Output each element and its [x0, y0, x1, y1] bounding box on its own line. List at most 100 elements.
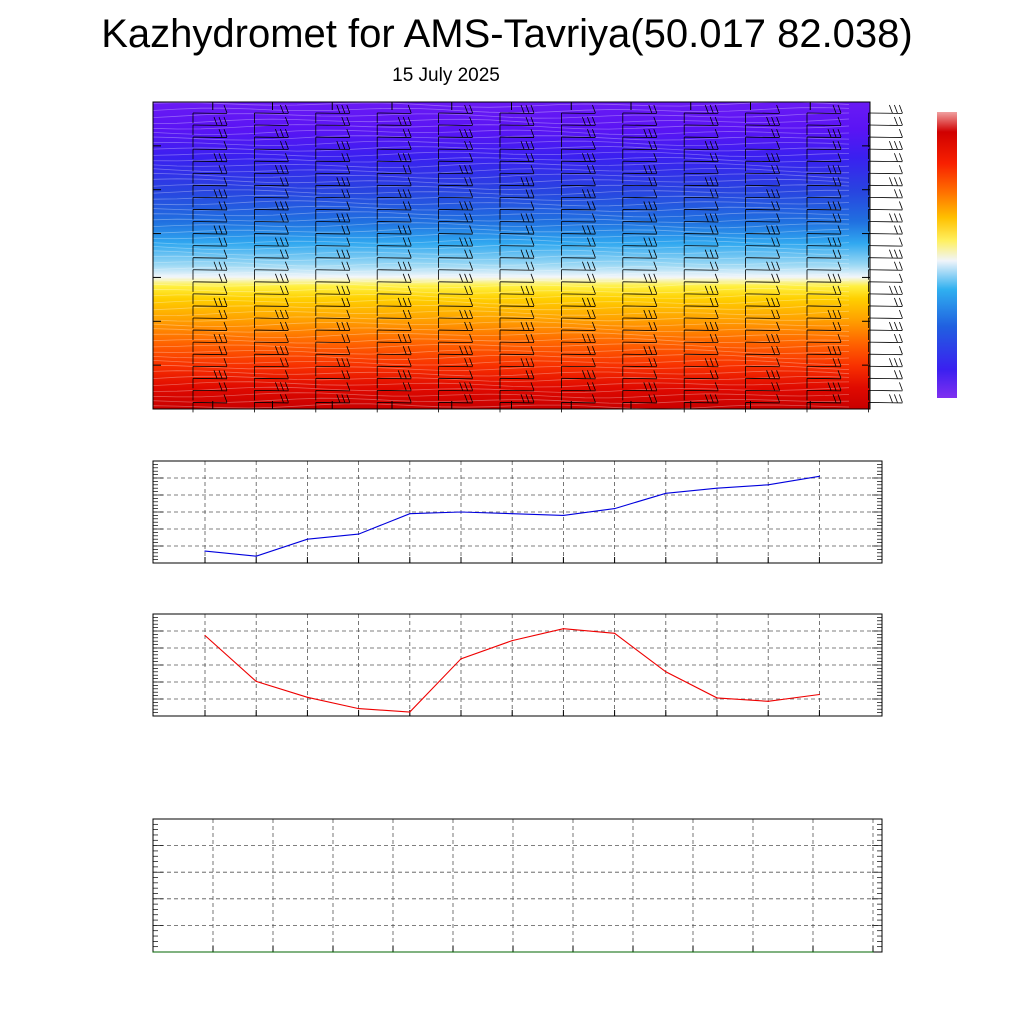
- wind-barb-flag: [832, 128, 837, 138]
- wind-barb: [745, 309, 780, 328]
- wind-barb: [192, 165, 228, 184]
- wind-barb-flag: [459, 273, 463, 282]
- wind-barb-flag: [336, 358, 341, 367]
- wind-barb: [499, 382, 535, 401]
- wind-barb-flag: [653, 333, 658, 343]
- wind-barb-shaft: [622, 389, 657, 392]
- wind-barb: [253, 213, 289, 232]
- wind-barb-shaft: [622, 160, 657, 163]
- wind-barb-flag: [285, 141, 289, 150]
- wind-barb-flag: [464, 285, 468, 295]
- wind-barb-flag: [704, 249, 709, 258]
- wind-barb: [868, 309, 903, 328]
- wind-barb: [192, 321, 228, 341]
- wind-barb-flag: [776, 382, 780, 391]
- wind-barb-shaft: [499, 281, 535, 283]
- wind-barb-shaft: [377, 148, 412, 151]
- wind-barb-shaft: [868, 148, 903, 151]
- wind-barb-shaft: [377, 402, 412, 404]
- wind-barb-flag: [223, 394, 228, 403]
- wind-barb-shaft: [806, 329, 842, 331]
- wind-barb-shaft: [806, 112, 842, 114]
- wind-barb-flag: [223, 116, 228, 126]
- wind-barb-shaft: [254, 124, 289, 126]
- isotherm-line: [152, 124, 850, 130]
- wind-barb-flag: [766, 297, 770, 307]
- wind-barb-flag: [520, 321, 525, 331]
- wind-barb-flag: [709, 358, 714, 367]
- wind-barb-flag: [520, 177, 525, 186]
- wind-barb: [499, 225, 535, 244]
- wind-barb-flag: [407, 285, 412, 295]
- wind-barb-shaft: [315, 196, 350, 199]
- wind-barb-shaft: [745, 281, 780, 283]
- wind-barb: [253, 382, 289, 401]
- wind-barb-shaft: [868, 112, 903, 114]
- wind-barb-shaft: [868, 124, 903, 126]
- wind-barb-flag: [336, 321, 341, 331]
- wind-barb-flag: [407, 261, 412, 270]
- wind-barb-shaft: [622, 184, 657, 187]
- wind-barb-flag: [776, 201, 780, 210]
- wind-barb-flag: [899, 213, 903, 222]
- wind-barb-shaft: [254, 209, 289, 211]
- wind-barb-flag: [714, 382, 719, 391]
- wind-barb-flag: [714, 104, 719, 114]
- wind-barb-flag: [837, 213, 842, 222]
- wind-barb-flag: [346, 237, 351, 246]
- wind-barb: [745, 237, 780, 256]
- wind-barb-shaft: [315, 209, 350, 211]
- wind-barb-flag: [218, 225, 223, 234]
- wind-barb-shaft: [377, 245, 412, 247]
- wind-barb: [192, 213, 228, 232]
- wind-barb-flag: [213, 116, 218, 126]
- wind-barb: [315, 165, 351, 184]
- wind-barb-shaft: [438, 281, 473, 283]
- wind-barb-shaft: [622, 402, 657, 404]
- wind-barb-shaft: [377, 305, 412, 307]
- wind-barb-shaft: [622, 196, 657, 199]
- wind-barb: [376, 261, 412, 280]
- wind-barb-shaft: [745, 402, 780, 404]
- wind-barb-flag: [592, 321, 596, 331]
- wind-barb-shaft: [561, 341, 596, 344]
- wind-barb-flag: [223, 153, 228, 162]
- wind-barb-shaft: [192, 172, 228, 175]
- wind-barb-flag: [407, 370, 412, 379]
- wind-barb: [192, 273, 228, 292]
- wind-barb-flag: [469, 225, 473, 234]
- wind-barb-flag: [592, 285, 596, 295]
- wind-barb: [499, 237, 535, 256]
- wind-barb: [561, 165, 596, 184]
- wind-barb: [806, 237, 842, 256]
- wind-barb-shaft: [622, 209, 657, 211]
- wind-barb-flag: [899, 382, 903, 391]
- wind-barb-shaft: [499, 293, 535, 295]
- wind-barb-flag: [714, 321, 719, 331]
- isotherm-line: [152, 321, 850, 328]
- wind-barb: [745, 213, 780, 232]
- wind-barb-flag: [520, 213, 525, 222]
- pmsl-panel: [152, 460, 883, 564]
- wind-barb-flag: [771, 333, 775, 343]
- wind-barb-flag: [827, 128, 832, 138]
- wind-barb: [253, 394, 289, 413]
- wind-barb: [745, 116, 780, 136]
- wind-barb-flag: [899, 346, 903, 355]
- wind-barb: [315, 237, 351, 256]
- isotherm-line: [152, 348, 850, 355]
- wind-barb-flag: [766, 153, 770, 162]
- wind-barb-flag: [587, 382, 591, 391]
- wind-barb-flag: [459, 346, 463, 355]
- wind-barb-shaft: [192, 269, 228, 271]
- wind-barb: [745, 189, 780, 208]
- wind-barb-flag: [714, 153, 719, 162]
- data-point: [392, 951, 394, 953]
- wind-barb: [868, 189, 903, 208]
- data-point: [460, 511, 462, 513]
- wind-barb-flag: [407, 333, 412, 343]
- wind-barb-flag: [709, 285, 714, 295]
- wind-barb-shaft: [192, 389, 228, 392]
- wind-barb: [438, 177, 473, 196]
- isotherm-contours: [152, 101, 850, 410]
